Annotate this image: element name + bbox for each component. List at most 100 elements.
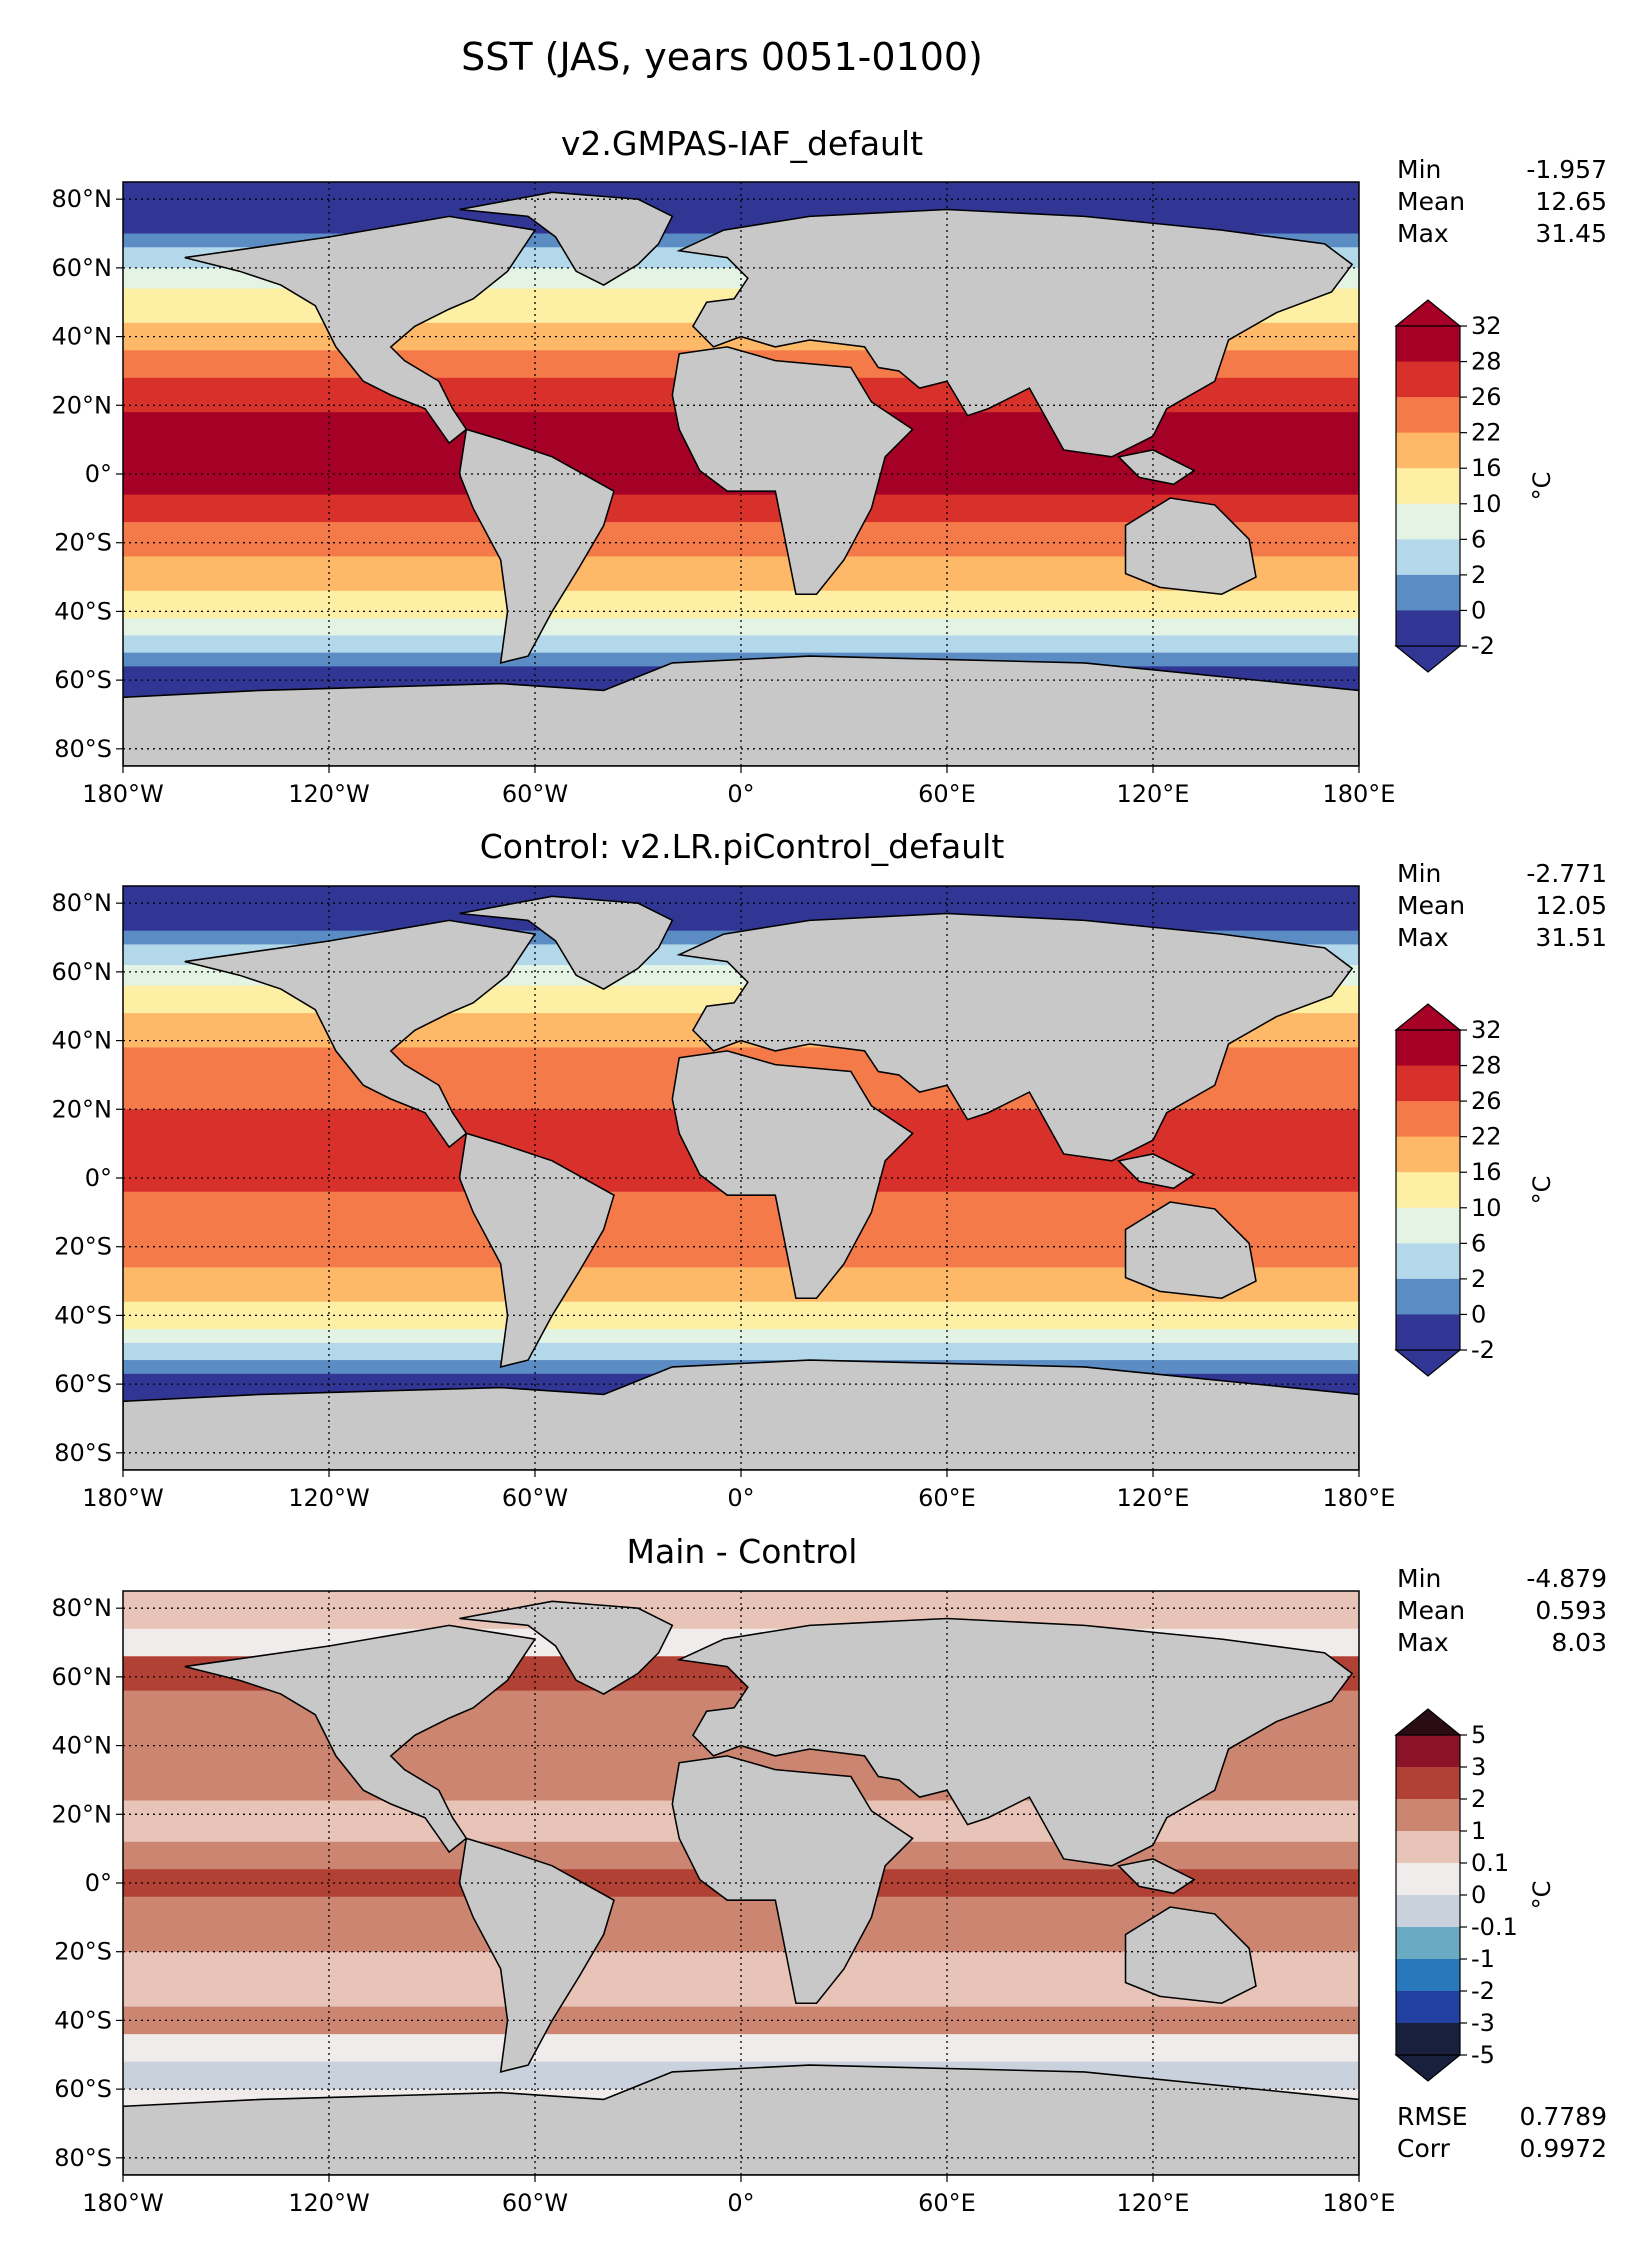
colorbar-segment bbox=[1396, 1991, 1460, 2024]
colorbar: 5 3 2 1 0.1 0 -0.1 -1 -2 -3 -5 °C bbox=[1394, 1708, 1556, 2082]
stat-value: -1.957 bbox=[1526, 155, 1607, 184]
colorbar-segment bbox=[1396, 1207, 1460, 1244]
colorbar-segment bbox=[1396, 1959, 1460, 1992]
colorbar-level-label: 0 bbox=[1471, 1300, 1486, 1328]
colorbar-level-label: 5 bbox=[1471, 1721, 1486, 1749]
y-tick-label: 80°S bbox=[54, 735, 112, 763]
stat-label: Min bbox=[1397, 1564, 1441, 1593]
colorbar-segment bbox=[1396, 503, 1460, 540]
colorbar-segment bbox=[1396, 1243, 1460, 1280]
colorbar-extend-min bbox=[1394, 2054, 1462, 2082]
colorbar-frame bbox=[1395, 1029, 1461, 1351]
panel-diff: Main - Control 180°W 120°W 60°W 0° 60°E 120°E… bbox=[52, 1532, 1608, 2217]
colorbar-level-label: 26 bbox=[1471, 1087, 1502, 1115]
colorbar-extend-max bbox=[1394, 1003, 1462, 1031]
map-diff: 180°W 120°W 60°W 0° 60°E 120°E 180°E 80°N 60°N 40… bbox=[52, 1590, 1396, 2217]
colorbar-level-label: 2 bbox=[1471, 561, 1486, 589]
colorbar-level-label: 6 bbox=[1471, 525, 1486, 553]
stat-label: RMSE bbox=[1397, 2102, 1468, 2131]
x-tick-label: 60°E bbox=[918, 1484, 976, 1512]
colorbar-level-label: 2 bbox=[1471, 1265, 1486, 1293]
stat-value: 12.05 bbox=[1535, 891, 1607, 920]
colorbar-segment bbox=[1396, 610, 1460, 647]
x-tick-label: 60°E bbox=[918, 2189, 976, 2217]
colorbar-level-label: 10 bbox=[1471, 490, 1502, 518]
x-tick-label: 60°W bbox=[502, 1484, 568, 1512]
colorbar-segment bbox=[1396, 539, 1460, 576]
colorbar-level-label: -3 bbox=[1471, 2009, 1495, 2037]
colorbar-level-label: 32 bbox=[1471, 1016, 1502, 1044]
stat-value: 12.65 bbox=[1535, 187, 1607, 216]
axis-ticks: 180°W 120°W 60°W 0° 60°E 120°E 180°E 80°N 60°N 40… bbox=[52, 1594, 1396, 2217]
stat-label: Mean bbox=[1397, 187, 1465, 216]
y-tick-label: 60°N bbox=[52, 1663, 113, 1691]
colorbar-segment bbox=[1396, 1314, 1460, 1351]
y-tick-label: 80°N bbox=[52, 889, 113, 917]
colorbar-level-label: 28 bbox=[1471, 1052, 1502, 1080]
colorbar-segment bbox=[1396, 1895, 1460, 1928]
colorbar-level-label: -0.1 bbox=[1471, 1913, 1518, 1941]
axis-ticks: 180°W 120°W 60°W 0° 60°E 120°E 180°E 80°N 60°N 40… bbox=[52, 185, 1396, 808]
colorbar: 32 28 26 22 16 10 6 2 0 -2 °C bbox=[1394, 1003, 1556, 1377]
x-tick-label: 180°E bbox=[1323, 1484, 1396, 1512]
colorbar-segment bbox=[1396, 574, 1460, 611]
panel-main: v2.GMPAS-IAF_default 180°W 120°W 60°W 0° 60°… bbox=[52, 124, 1608, 808]
y-tick-label: 20°S bbox=[54, 529, 112, 557]
colorbar-level-label: 16 bbox=[1471, 454, 1502, 482]
stat-label: Max bbox=[1397, 1628, 1449, 1657]
colorbar-level-label: 16 bbox=[1471, 1158, 1502, 1186]
x-tick-label: 120°E bbox=[1117, 2189, 1190, 2217]
stat-value: -2.771 bbox=[1526, 859, 1607, 888]
stat-value: 0.7789 bbox=[1520, 2102, 1607, 2131]
figure-title: SST (JAS, years 0051-0100) bbox=[461, 35, 983, 79]
x-tick-label: 120°W bbox=[288, 2189, 370, 2217]
x-tick-label: 120°W bbox=[288, 1484, 370, 1512]
y-tick-label: 20°S bbox=[54, 1938, 112, 1966]
colorbar-level-label: 22 bbox=[1471, 1123, 1502, 1151]
colorbar-level-label: 28 bbox=[1471, 348, 1502, 376]
colorbar-frame bbox=[1395, 325, 1461, 647]
colorbar-segment bbox=[1396, 2023, 1460, 2056]
y-tick-label: 40°N bbox=[52, 1027, 113, 1055]
stat-value: -4.879 bbox=[1526, 1564, 1607, 1593]
gridlines bbox=[123, 1591, 1359, 2175]
colorbar-level-label: -2 bbox=[1471, 1977, 1495, 2005]
stat-value: 0.593 bbox=[1535, 1596, 1607, 1625]
stat-label: Mean bbox=[1397, 891, 1465, 920]
y-tick-label: 40°S bbox=[54, 597, 112, 625]
stats-box: Min -4.879 Mean 0.593 Max 8.03 bbox=[1397, 1564, 1607, 1657]
panel-title: Control: v2.LR.piControl_default bbox=[480, 827, 1005, 866]
colorbar-extend-min bbox=[1394, 645, 1462, 673]
axis-ticks: 180°W 120°W 60°W 0° 60°E 120°E 180°E 80°N 60°N 40… bbox=[52, 889, 1396, 1512]
colorbar-segment bbox=[1396, 326, 1460, 363]
y-tick-label: 60°N bbox=[52, 958, 113, 986]
colorbar-segment bbox=[1396, 1101, 1460, 1138]
stat-label: Max bbox=[1397, 923, 1449, 952]
colorbar-segment bbox=[1396, 1735, 1460, 1768]
y-tick-label: 60°S bbox=[54, 666, 112, 694]
x-tick-label: 60°W bbox=[502, 2189, 568, 2217]
y-tick-label: 0° bbox=[85, 460, 112, 488]
stat-label: Mean bbox=[1397, 1596, 1465, 1625]
y-tick-label: 80°S bbox=[54, 1439, 112, 1467]
colorbar-segment bbox=[1396, 1799, 1460, 1832]
x-tick-label: 180°W bbox=[82, 2189, 164, 2217]
colorbar-level-label: 0 bbox=[1471, 596, 1486, 624]
colorbar-unit-label: °C bbox=[1528, 472, 1556, 501]
colorbar-segment bbox=[1396, 397, 1460, 434]
y-tick-label: 40°S bbox=[54, 2006, 112, 2034]
stats-box: Min -2.771 Mean 12.05 Max 31.51 bbox=[1397, 859, 1607, 952]
colorbar-level-label: 10 bbox=[1471, 1194, 1502, 1222]
y-tick-label: 60°S bbox=[54, 1370, 112, 1398]
panel-control: Control: v2.LR.piControl_default 180°W 12… bbox=[52, 827, 1608, 1512]
map-control: 180°W 120°W 60°W 0° 60°E 120°E 180°E 80°N 60°N 40… bbox=[52, 885, 1396, 1512]
colorbar-extend-min bbox=[1394, 1349, 1462, 1377]
x-tick-label: 60°W bbox=[502, 780, 568, 808]
colorbar-extend-max bbox=[1394, 299, 1462, 327]
x-tick-label: 120°E bbox=[1117, 1484, 1190, 1512]
y-tick-label: 0° bbox=[85, 1869, 112, 1897]
colorbar-level-label: 22 bbox=[1471, 419, 1502, 447]
colorbar-level-label: 0 bbox=[1471, 1881, 1486, 1909]
colorbar-level-label: 3 bbox=[1471, 1753, 1486, 1781]
